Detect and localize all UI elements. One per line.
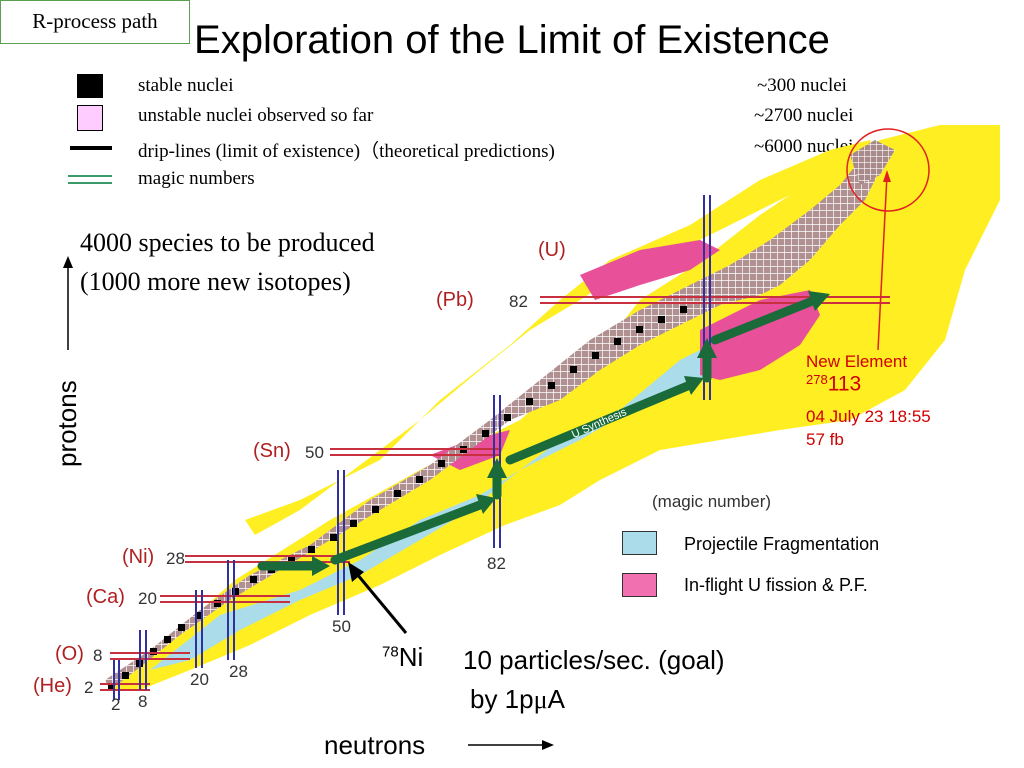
magic-value-8: 8 (93, 646, 103, 665)
page-title: Exploration of the Limit of Existence (194, 18, 830, 62)
magic-label-ca: (Ca) (86, 586, 125, 608)
neutron-magic-28: 28 (229, 662, 248, 681)
magic-label-o: (O) (55, 643, 84, 665)
fission-region-mid (430, 430, 510, 470)
drip-region-yellow-upper (245, 140, 880, 535)
legend-magic-label: magic numbers (138, 168, 255, 189)
magic-label-pb: (Pb) (436, 289, 474, 311)
legend-stable-count: ~300 nuclei (757, 75, 847, 96)
neutron-magic-82: 82 (487, 554, 506, 573)
fission-region (580, 240, 720, 300)
superheavy-cluster (850, 140, 895, 185)
neutron-magic-8: 8 (138, 692, 148, 711)
magic-value-20: 20 (138, 589, 157, 608)
x-axis-label: neutrons (324, 730, 426, 760)
legend-dripline-symbol (70, 146, 112, 150)
key-fission-label: In-flight U fission & P.F. (684, 575, 868, 595)
species-note-line1: 4000 species to be produced (80, 228, 375, 257)
legend-unstable-count: ~2700 nuclei (754, 105, 854, 126)
new-element-date: 04 July 23 18:55 (806, 407, 931, 426)
new-element-z: 113 (827, 372, 862, 396)
y-axis-label: protons (52, 380, 82, 467)
rate-line2: by 1pμA (470, 684, 565, 715)
u-synthesis-label: U Synthesis (570, 406, 629, 441)
rate-suffix: A (547, 684, 565, 714)
legend-dripline-count: ~6000 nuclei (754, 136, 854, 157)
new-element-cross-section: 57 fb (806, 430, 844, 449)
legend-unstable-label: unstable nuclei observed so far (138, 105, 374, 126)
fragmentation-region (150, 300, 810, 670)
magic-value-50: 50 (305, 443, 324, 462)
ni78-mass: 78 (382, 643, 399, 661)
magic-value-28: 28 (166, 549, 185, 568)
neutron-magic-2: 2 (111, 695, 121, 714)
legend-stable-label: stable nuclei (138, 75, 234, 96)
neutron-magic-20: 20 (190, 670, 209, 689)
legend-magic-symbol (68, 175, 112, 184)
magic-label-he: (He) (33, 675, 72, 697)
magic-label-sn: (Sn) (253, 440, 291, 462)
legend-dripline-label: drip-lines (limit of existence)（theoreti… (138, 141, 555, 162)
new-element-circle (846, 128, 930, 212)
key-fragmentation-label: Projectile Fragmentation (684, 534, 880, 554)
magic-value-82: 82 (509, 292, 528, 311)
ni78-label: 78Ni (382, 642, 423, 673)
legend-unstable-symbol (77, 105, 103, 131)
rprocess-label: R-process path (0, 0, 190, 44)
rate-line1: 10 particles/sec. (goal) (463, 645, 725, 675)
key-fission-swatch (622, 573, 657, 597)
rate-prefix: by 1p (470, 684, 534, 714)
magic-label-ni: (Ni) (122, 546, 155, 568)
species-note-line2: (1000 more new isotopes) (80, 267, 351, 296)
neutron-magic-50: 50 (332, 617, 351, 636)
fission-region-lower (700, 290, 820, 380)
proton-magic-lines (100, 296, 890, 691)
rate-mu: μ (533, 685, 548, 714)
new-element-isotope: 278113 (806, 372, 861, 396)
rprocess-arrows (257, 295, 820, 571)
new-element-title: New Element (806, 352, 908, 371)
ni78-symbol: Ni (398, 642, 424, 672)
ni78-pointer (350, 567, 408, 634)
magic-label-u: (U) (538, 239, 566, 261)
new-element-mass: 278 (806, 372, 828, 387)
stable-nuclei-line (108, 306, 687, 691)
new-element-pointer (877, 174, 888, 351)
legend-stable-symbol (77, 74, 103, 98)
key-fragmentation-swatch (622, 531, 657, 555)
magic-number-caption: (magic number) (652, 492, 772, 511)
magic-value-2: 2 (84, 678, 94, 697)
